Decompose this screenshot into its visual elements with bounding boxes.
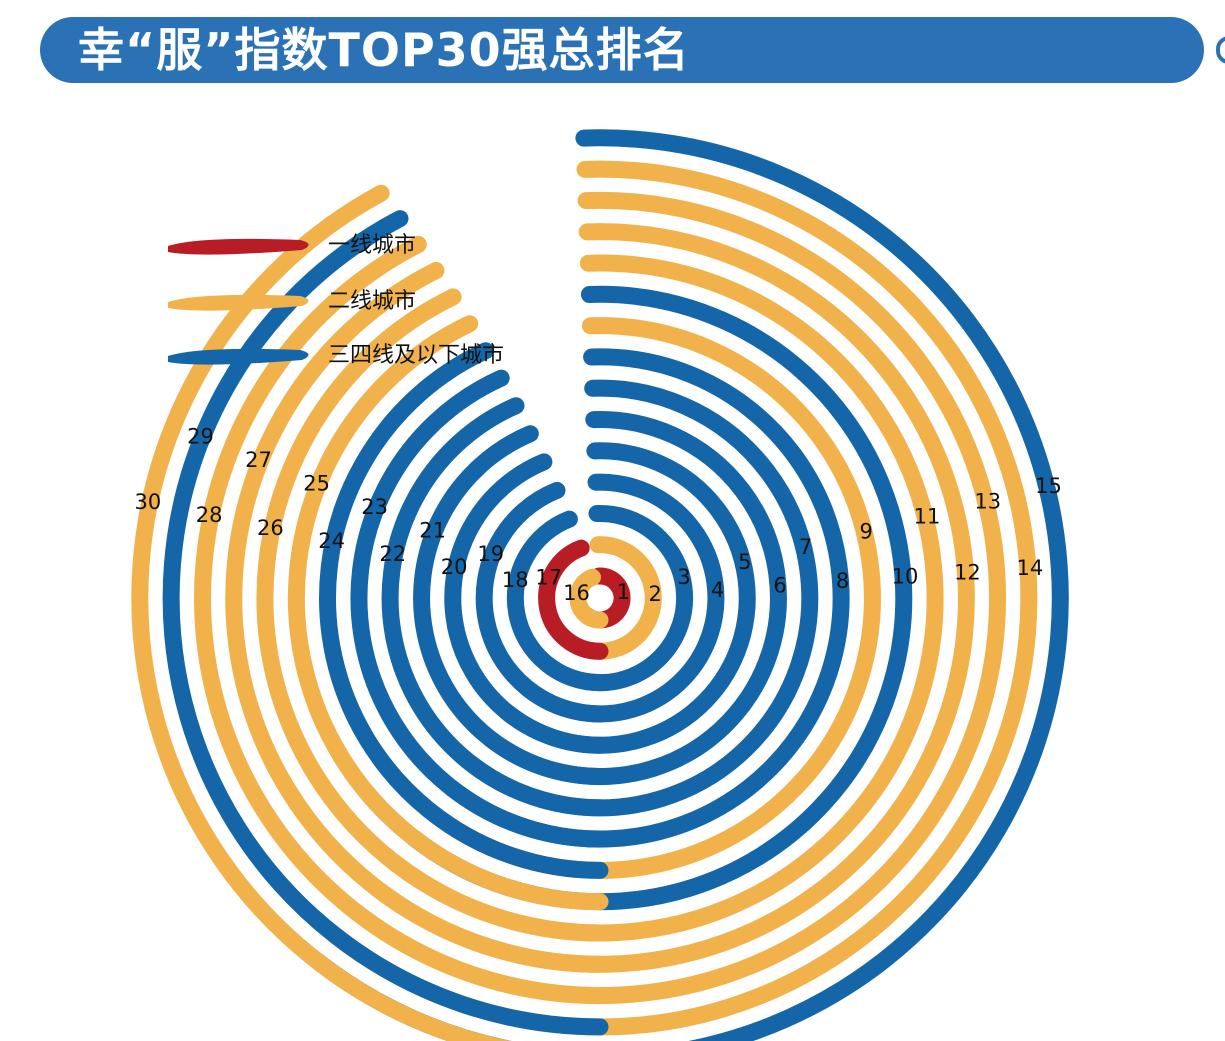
rank-arc-25	[287, 315, 609, 911]
rank-label-21: 21	[419, 518, 446, 542]
legend-label-tier3: 三四线及以下城市	[328, 343, 504, 368]
rank-arcs	[131, 129, 1069, 1041]
rank-arc-19	[475, 481, 609, 723]
rank-arc-22	[381, 397, 609, 817]
rank-arc-21	[413, 425, 609, 785]
rank-label-27: 27	[245, 448, 272, 472]
rank-label-17: 17	[535, 565, 562, 589]
rank-label-25: 25	[303, 472, 330, 496]
rank-labels: 1 234567891011121314151617181920212223242…	[135, 425, 1062, 606]
rank-label-23: 23	[361, 495, 388, 519]
rank-label-4: 4	[711, 578, 724, 602]
rank-label-5: 5	[738, 550, 751, 574]
rank-arc-20	[444, 453, 609, 754]
legend-label-tier2: 二线城市	[328, 289, 416, 314]
rank-label-6: 6	[773, 573, 786, 597]
rank-arc-18	[506, 510, 609, 692]
rank-arc-23	[350, 369, 609, 848]
legend-swatch-tier2	[168, 294, 309, 311]
rank-arc-29	[162, 210, 609, 1036]
rank-label-1: 1	[617, 580, 630, 604]
rank-label-16: 16	[563, 581, 590, 605]
legend-label-tier1: 一线城市	[328, 233, 416, 258]
rank-label-13: 13	[974, 489, 1001, 513]
rank-label-11: 11	[914, 505, 941, 529]
rank-label-7: 7	[799, 535, 812, 559]
legend: 一线城市 二线城市 三四线及以下城市	[168, 233, 504, 368]
rank-label-9: 9	[860, 520, 873, 544]
rank-label-26: 26	[257, 516, 284, 540]
rank-arc-28	[194, 235, 609, 1005]
rank-label-10: 10	[892, 565, 919, 589]
legend-swatch-tier1	[168, 238, 309, 255]
rank-label-22: 22	[379, 542, 406, 566]
rank-label-12: 12	[954, 560, 981, 584]
rank-label-14: 14	[1017, 556, 1044, 580]
rank-label-20: 20	[441, 555, 468, 579]
rank-label-15: 15	[1035, 474, 1062, 498]
rank-label-8: 8	[836, 569, 849, 593]
rank-label-3: 3	[677, 565, 690, 589]
rank-arc-30	[131, 184, 512, 1041]
rank-arc-27	[225, 262, 609, 973]
rank-label-18: 18	[502, 568, 529, 592]
rank-label-28: 28	[196, 503, 223, 527]
rank-arc-17	[538, 539, 609, 660]
rank-label-29: 29	[187, 425, 214, 449]
rank-arc-26	[256, 288, 609, 942]
rank-label-2: 2	[649, 582, 662, 606]
page-title: 幸“服”指数TOP30强总排名	[78, 23, 690, 77]
legend-swatch-tier3	[168, 348, 309, 365]
rank-label-30: 30	[135, 490, 162, 514]
rank-arc-15	[308, 129, 1069, 1041]
rank-label-24: 24	[318, 529, 345, 553]
rank-arc-16	[569, 568, 609, 629]
rank-label-19: 19	[477, 542, 504, 566]
header-bar: 幸“服”指数TOP30强总排名	[40, 17, 1204, 83]
rank-arc-24	[319, 342, 609, 879]
